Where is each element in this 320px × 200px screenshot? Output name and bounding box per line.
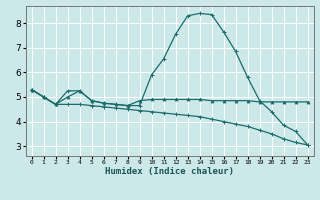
X-axis label: Humidex (Indice chaleur): Humidex (Indice chaleur) <box>105 167 234 176</box>
